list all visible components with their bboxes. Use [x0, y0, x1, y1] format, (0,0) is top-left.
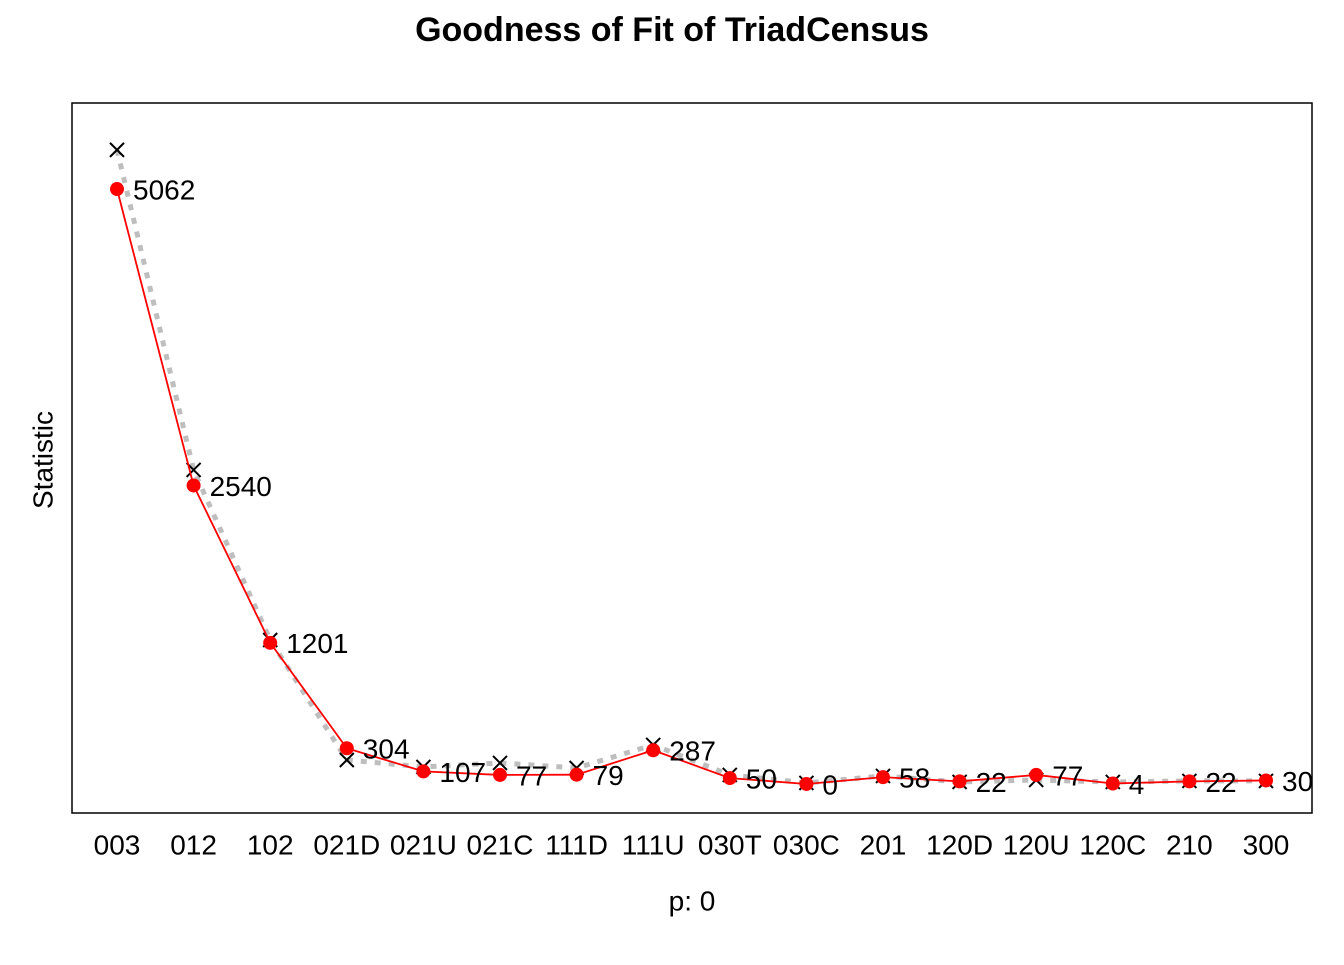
data-label: 0 [822, 769, 838, 800]
simulated-mark [492, 755, 508, 771]
x-axis-label: p: 0 [669, 885, 716, 916]
observed-point [186, 478, 201, 493]
x-tick-label: 102 [247, 829, 294, 860]
x-tick-label: 120D [926, 829, 993, 860]
x-tick-label: 120C [1079, 829, 1146, 860]
observed-point [493, 767, 507, 782]
observed-point [263, 635, 278, 650]
data-label: 50 [746, 763, 777, 794]
observed-point [1182, 774, 1197, 789]
data-label: 2540 [210, 471, 272, 502]
x-tick-label: 021D [313, 829, 380, 860]
simulated-mark [339, 752, 355, 768]
data-label: 4 [1129, 769, 1145, 800]
x-tick-label: 003 [94, 829, 141, 860]
observed-point [1105, 776, 1120, 791]
x-tick-label: 120U [1003, 829, 1070, 860]
observed-point [646, 743, 661, 758]
data-label: 58 [899, 763, 930, 794]
observed-point [876, 770, 890, 785]
observed-point [952, 774, 967, 789]
x-tick-label: 111D [545, 829, 608, 860]
x-tick-label: 012 [170, 829, 217, 860]
data-label: 1201 [286, 628, 348, 659]
simulated-line [114, 149, 1266, 786]
data-label: 22 [976, 767, 1007, 798]
observed-point [1259, 773, 1273, 788]
data-label: 79 [593, 760, 624, 791]
observed-point [1029, 767, 1044, 782]
observed-point [722, 771, 737, 786]
observed-point [110, 182, 124, 197]
observed-point [416, 764, 431, 779]
data-label: 30 [1282, 766, 1313, 797]
observed-line [116, 188, 1267, 785]
data-label: 107 [439, 757, 486, 788]
x-tick-label: 030T [698, 829, 762, 860]
simulated-mark [109, 142, 125, 158]
data-label: 304 [363, 734, 410, 765]
data-label: 77 [1052, 760, 1083, 791]
x-tick-label: 111U [622, 829, 685, 860]
x-tick-label: 300 [1243, 829, 1290, 860]
chart-title: Goodness of Fit of TriadCensus [415, 11, 929, 49]
x-tick-label: 030C [773, 829, 840, 860]
x-tick-label: 210 [1166, 829, 1213, 860]
observed-point [569, 767, 584, 782]
data-label: 22 [1205, 767, 1236, 798]
data-label: 5062 [133, 174, 195, 205]
x-tick-label: 201 [860, 829, 907, 860]
observed-point [339, 741, 354, 756]
x-tick-label: 021C [467, 829, 534, 860]
data-label: 77 [516, 760, 547, 791]
y-axis-label: Statistic [27, 411, 58, 509]
data-label: 287 [669, 736, 716, 767]
observed-point [799, 776, 814, 791]
x-tick-label: 021U [390, 829, 457, 860]
plot-frame [71, 102, 1313, 814]
